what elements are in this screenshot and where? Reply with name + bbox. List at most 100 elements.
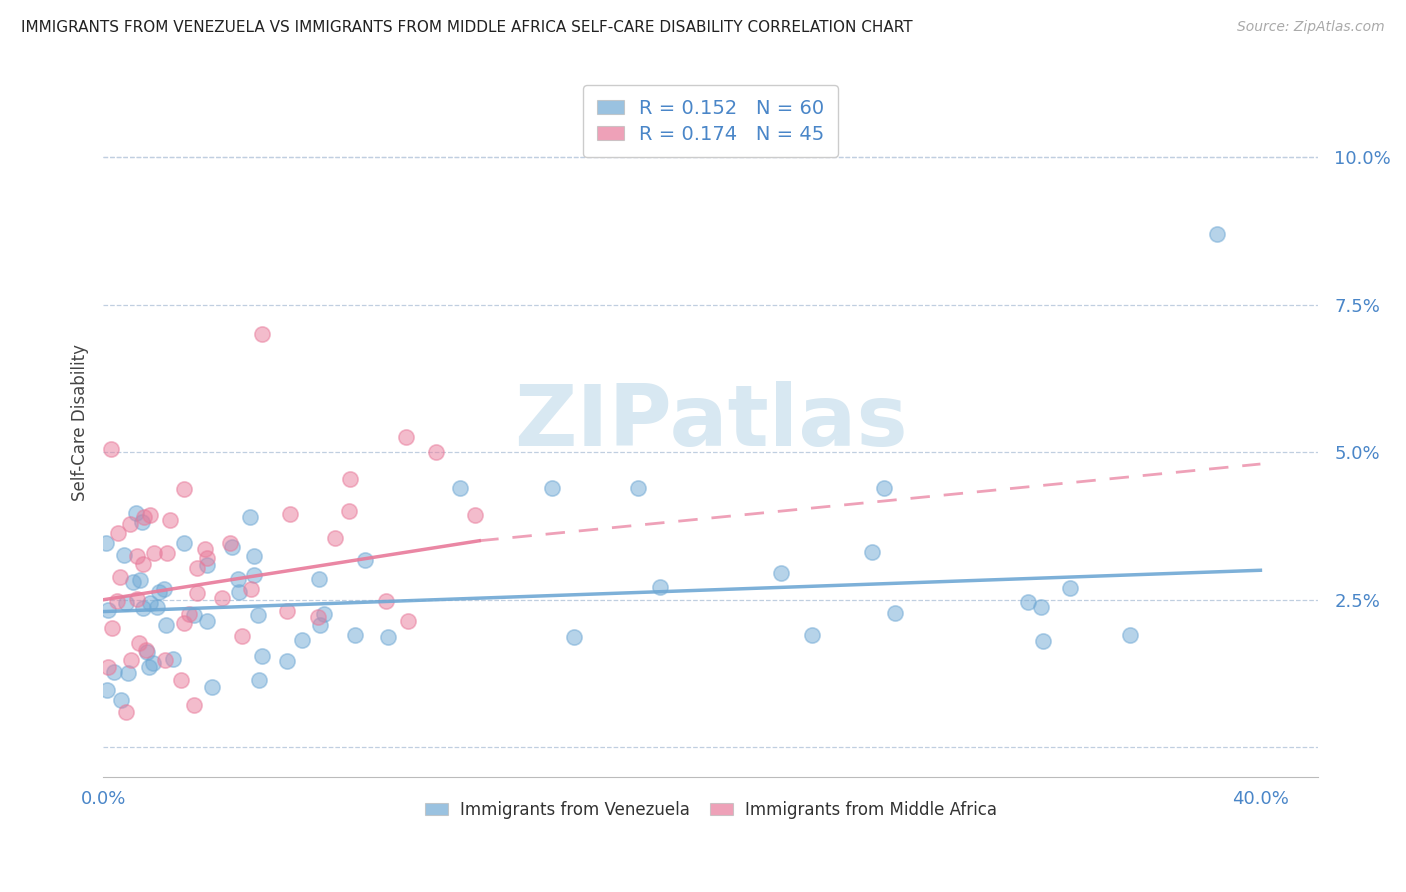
Point xyxy=(170,673,193,688)
Point xyxy=(120,653,142,667)
Point xyxy=(101,621,124,635)
Point xyxy=(100,442,122,456)
Point xyxy=(1029,599,1052,614)
Point xyxy=(94,536,117,550)
Point xyxy=(148,585,170,599)
Point xyxy=(97,660,120,674)
Point xyxy=(132,510,155,524)
Point xyxy=(138,660,160,674)
Point xyxy=(221,540,243,554)
Point xyxy=(129,573,152,587)
Point xyxy=(145,600,167,615)
Point xyxy=(860,545,883,559)
Point xyxy=(323,531,346,545)
Point xyxy=(103,665,125,679)
Point xyxy=(107,525,129,540)
Point xyxy=(228,585,250,599)
Point xyxy=(1032,634,1054,648)
Point xyxy=(156,546,179,560)
Point xyxy=(131,600,153,615)
Point xyxy=(243,568,266,582)
Point xyxy=(562,630,585,644)
Point xyxy=(125,506,148,520)
Point xyxy=(127,591,149,606)
Point xyxy=(353,553,375,567)
Point xyxy=(195,550,218,565)
Point xyxy=(117,665,139,680)
Point xyxy=(1206,227,1229,241)
Point xyxy=(1017,595,1039,609)
Point xyxy=(177,607,200,621)
Point xyxy=(228,572,250,586)
Y-axis label: Self-Care Disability: Self-Care Disability xyxy=(72,344,89,501)
Point xyxy=(110,693,132,707)
Point xyxy=(135,642,157,657)
Point xyxy=(139,508,162,523)
Point xyxy=(252,649,274,664)
Point xyxy=(396,614,419,628)
Legend: Immigrants from Venezuela, Immigrants from Middle Africa: Immigrants from Venezuela, Immigrants fr… xyxy=(418,794,1004,825)
Point xyxy=(308,572,330,586)
Text: ZIPatlas: ZIPatlas xyxy=(513,381,908,464)
Point xyxy=(377,630,399,644)
Point xyxy=(159,513,181,527)
Point xyxy=(155,618,177,632)
Point xyxy=(276,604,298,618)
Point xyxy=(218,536,240,550)
Point xyxy=(231,629,253,643)
Text: Source: ZipAtlas.com: Source: ZipAtlas.com xyxy=(1237,20,1385,34)
Point xyxy=(291,632,314,647)
Point xyxy=(339,472,361,486)
Point xyxy=(278,507,301,521)
Point xyxy=(395,430,418,444)
Point xyxy=(97,602,120,616)
Point xyxy=(1119,628,1142,642)
Point xyxy=(108,570,131,584)
Point xyxy=(246,608,269,623)
Point xyxy=(173,482,195,496)
Point xyxy=(627,481,650,495)
Point xyxy=(152,582,174,597)
Point xyxy=(337,504,360,518)
Point xyxy=(211,591,233,606)
Point xyxy=(239,510,262,524)
Point xyxy=(464,508,486,522)
Point xyxy=(343,628,366,642)
Point xyxy=(801,628,824,642)
Point xyxy=(769,566,792,581)
Point xyxy=(183,698,205,713)
Point xyxy=(142,656,165,670)
Point xyxy=(201,680,224,694)
Point xyxy=(243,549,266,563)
Point xyxy=(128,636,150,650)
Point xyxy=(194,542,217,557)
Point xyxy=(96,683,118,698)
Point xyxy=(883,607,905,621)
Point xyxy=(374,594,396,608)
Point xyxy=(307,610,329,624)
Point xyxy=(125,549,148,564)
Point xyxy=(186,586,208,600)
Point xyxy=(449,481,471,495)
Point xyxy=(1059,581,1081,595)
Point xyxy=(183,608,205,623)
Point xyxy=(312,607,335,622)
Point xyxy=(114,596,136,610)
Point xyxy=(186,561,208,575)
Point xyxy=(252,327,274,342)
Text: IMMIGRANTS FROM VENEZUELA VS IMMIGRANTS FROM MIDDLE AFRICA SELF-CARE DISABILITY : IMMIGRANTS FROM VENEZUELA VS IMMIGRANTS … xyxy=(21,20,912,35)
Point xyxy=(131,515,153,529)
Point xyxy=(309,617,332,632)
Point xyxy=(648,580,671,594)
Point xyxy=(873,481,896,495)
Point xyxy=(114,705,136,719)
Point xyxy=(249,673,271,687)
Point xyxy=(276,654,298,668)
Point xyxy=(135,644,157,658)
Point xyxy=(139,596,162,610)
Point xyxy=(153,653,176,667)
Point xyxy=(162,652,184,666)
Point xyxy=(121,575,143,590)
Point xyxy=(195,615,218,629)
Point xyxy=(120,517,142,532)
